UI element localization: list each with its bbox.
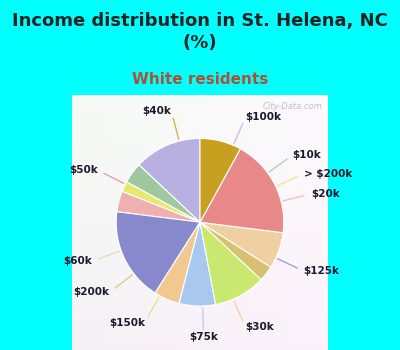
Wedge shape [116,212,200,293]
Text: $30k: $30k [246,322,274,332]
Wedge shape [139,139,200,222]
Wedge shape [179,222,216,306]
Text: $75k: $75k [189,332,218,342]
Wedge shape [200,222,261,304]
Wedge shape [155,222,200,303]
Text: $20k: $20k [311,189,340,199]
Text: $60k: $60k [64,256,92,266]
Text: City-Data.com: City-Data.com [263,102,323,111]
Text: $100k: $100k [246,112,282,122]
Text: White residents: White residents [132,72,268,87]
Text: $200k: $200k [74,287,110,298]
Text: $150k: $150k [109,317,145,328]
Text: Income distribution in St. Helena, NC
(%): Income distribution in St. Helena, NC (%… [12,12,388,52]
Wedge shape [200,139,240,222]
Wedge shape [122,182,200,222]
Text: $50k: $50k [69,165,98,175]
Text: $10k: $10k [293,150,321,160]
Text: > $200k: > $200k [304,168,352,178]
Wedge shape [117,191,200,222]
Wedge shape [200,222,271,280]
Wedge shape [200,222,283,267]
Wedge shape [126,165,200,222]
Wedge shape [200,149,284,233]
Text: $125k: $125k [304,266,340,276]
Text: $40k: $40k [143,106,172,117]
